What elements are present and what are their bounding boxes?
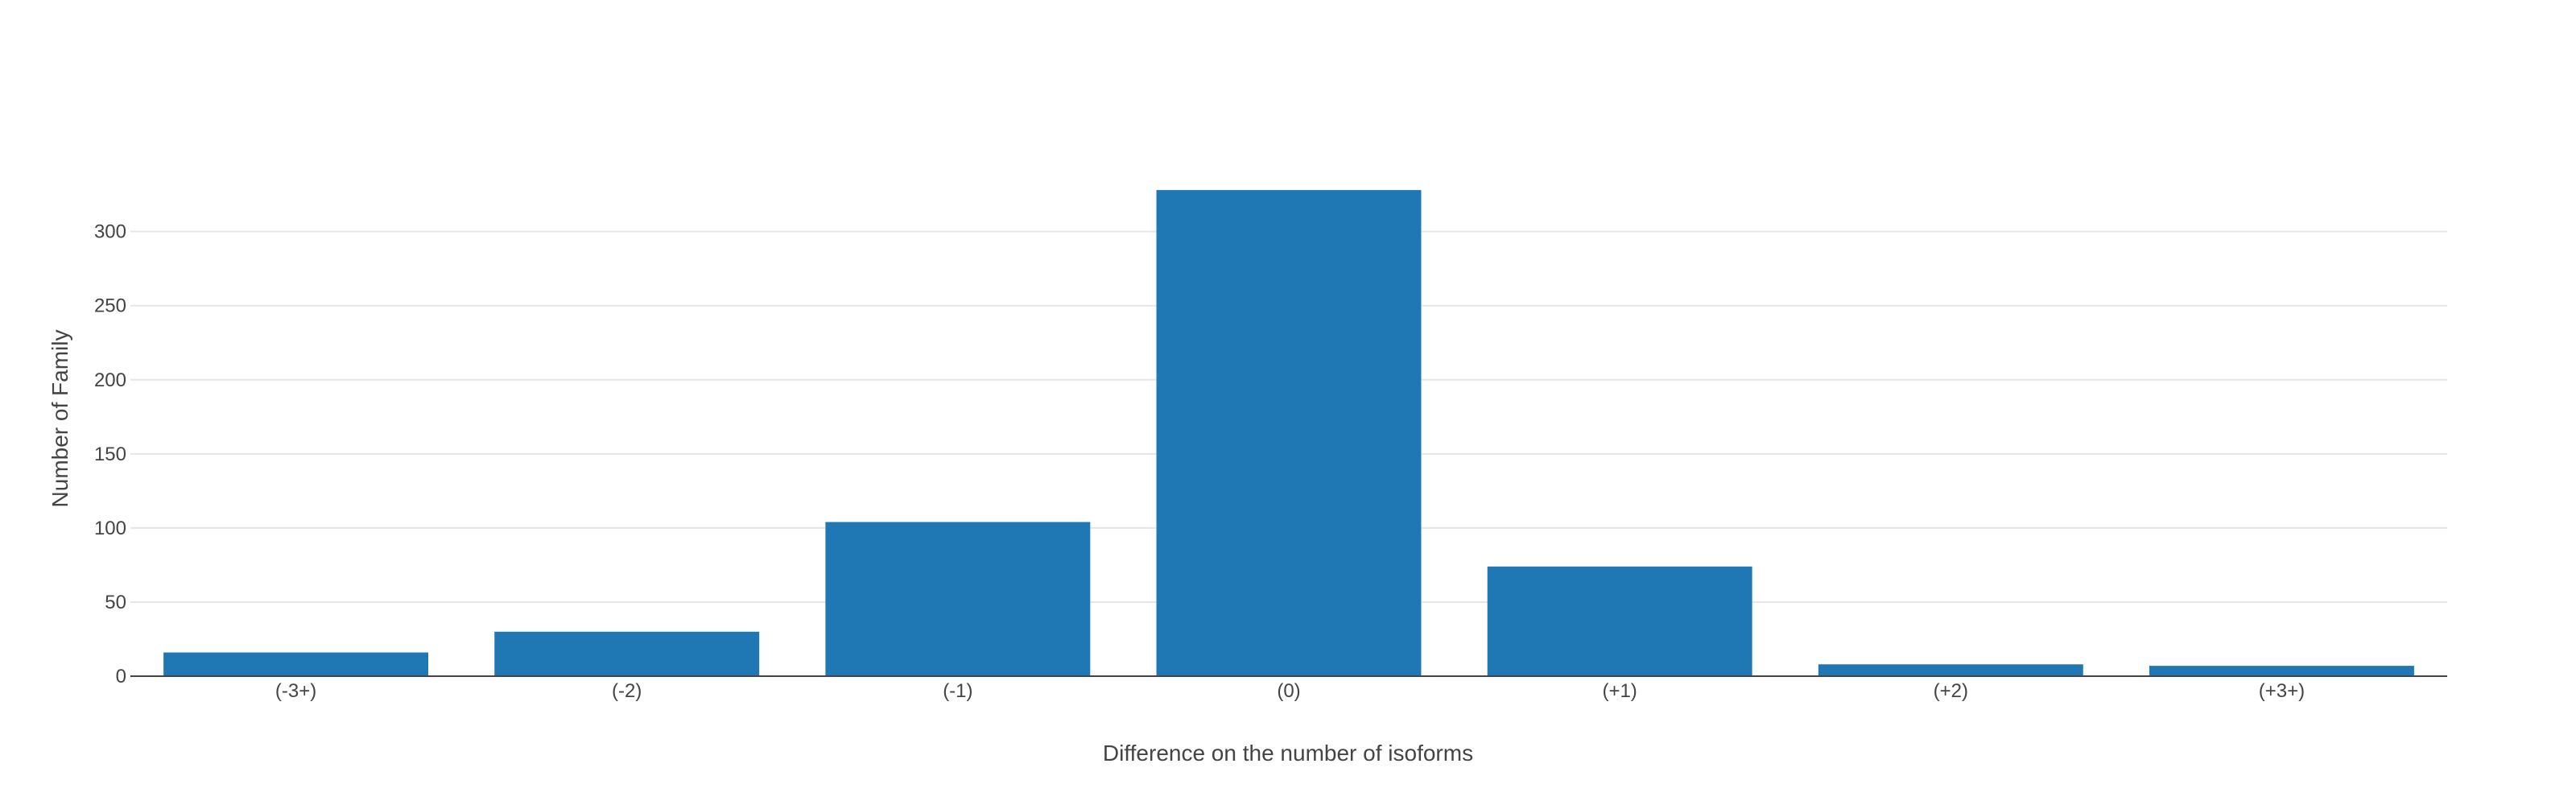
- y-axis-title: Number of Family: [47, 330, 72, 508]
- bar: [1156, 190, 1422, 676]
- bar: [494, 631, 760, 676]
- y-tick-label: 300: [94, 221, 126, 243]
- x-tick-label: (-3+): [275, 680, 316, 702]
- x-tick-label: (0): [1277, 680, 1300, 702]
- bar: [2149, 666, 2414, 676]
- bar: [163, 652, 429, 676]
- x-tick-label: (-2): [612, 680, 642, 702]
- y-tick-label: 250: [94, 295, 126, 317]
- x-tick-label: (-1): [943, 680, 972, 702]
- y-tick-label: 50: [105, 592, 126, 613]
- x-tick-label: (+2): [1934, 680, 1968, 702]
- bars: [163, 190, 2414, 676]
- x-tick-labels: (-3+) (-2) (-1) (0) (+1) (+2) (+3+): [275, 680, 2305, 702]
- y-tick-label: 0: [116, 666, 126, 687]
- y-tick-label: 200: [94, 369, 126, 391]
- bar: [1487, 566, 1752, 676]
- x-axis-title: Difference on the number of isoforms: [1103, 741, 1473, 766]
- x-tick-label: (+3+): [2259, 680, 2305, 702]
- bar: [1818, 664, 2083, 676]
- y-tick-label: 150: [94, 444, 126, 465]
- y-tick-labels: 0 50 100 150 200 250 300: [94, 221, 126, 687]
- x-tick-label: (+1): [1602, 680, 1637, 702]
- bar: [825, 522, 1091, 676]
- y-tick-label: 100: [94, 518, 126, 539]
